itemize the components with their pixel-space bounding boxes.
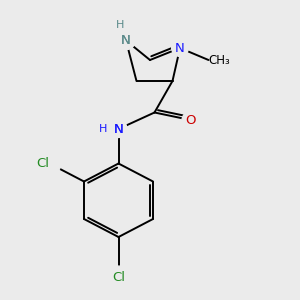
Circle shape: [182, 112, 199, 128]
Text: N: N: [121, 34, 131, 47]
Text: N: N: [114, 122, 123, 136]
Text: N: N: [121, 34, 131, 47]
Circle shape: [172, 40, 188, 56]
Text: Cl: Cl: [112, 271, 125, 284]
Circle shape: [110, 121, 127, 137]
Text: Cl: Cl: [37, 157, 50, 170]
Circle shape: [38, 152, 61, 175]
Circle shape: [117, 32, 135, 50]
Text: N: N: [114, 122, 123, 136]
Text: H: H: [116, 20, 124, 31]
Text: H: H: [99, 124, 108, 134]
Text: CH₃: CH₃: [208, 53, 230, 67]
Circle shape: [107, 266, 130, 289]
Text: N: N: [175, 41, 185, 55]
Circle shape: [110, 121, 127, 137]
Text: O: O: [185, 113, 196, 127]
Circle shape: [117, 32, 135, 50]
